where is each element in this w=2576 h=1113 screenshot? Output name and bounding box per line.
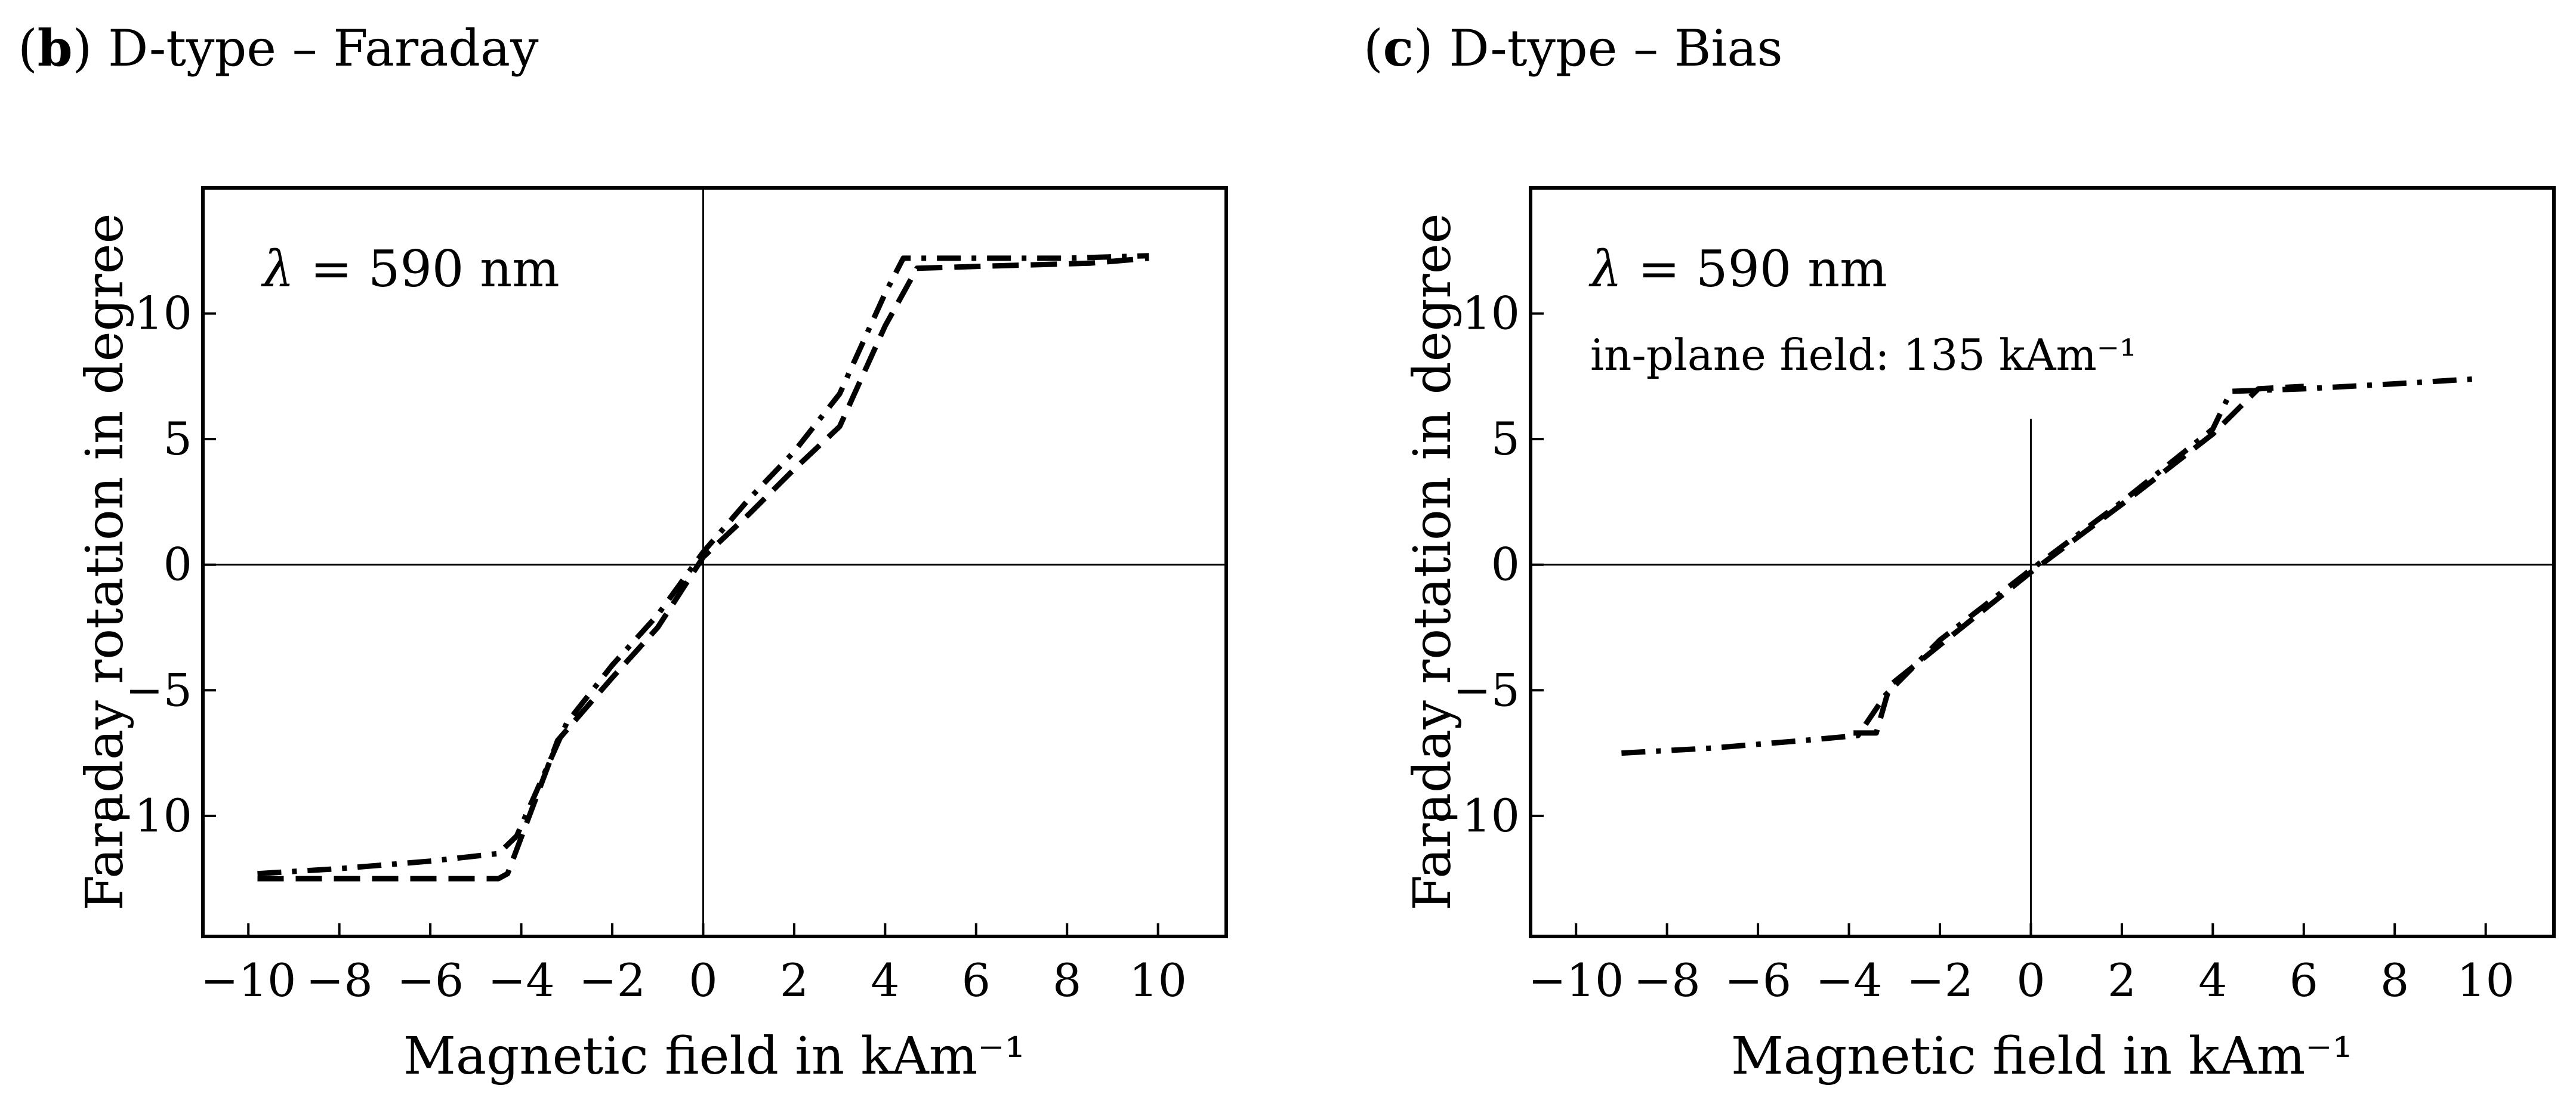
panel-title-b: (b) D-type – Faraday [18, 18, 539, 78]
x-tick-label-b: 2 [780, 954, 809, 1007]
x-tick-label-b: −8 [306, 954, 373, 1007]
lambda-value-c: = 590 nm [1622, 240, 1887, 298]
y-tick-label-c: 0 [1491, 538, 1520, 591]
y-tick-label-c: 5 [1491, 412, 1520, 465]
x-tick-label-c: 10 [2457, 954, 2515, 1007]
x-tick-label-c: 2 [2108, 954, 2136, 1007]
y-tick-label-c: −5 [1453, 663, 1520, 716]
lambda-annotation-c: λ = 590 nm [1588, 240, 1887, 298]
lambda-value-b: = 590 nm [294, 240, 560, 298]
x-tick-label-c: −2 [1906, 954, 1973, 1007]
x-axis-label-b: Magnetic field in kAm⁻¹ [403, 1027, 1025, 1086]
y-tick-label-b: 0 [163, 538, 192, 591]
zero-axes-b [203, 188, 1226, 936]
panel-title-text-b: D-type – Faraday [108, 19, 539, 78]
x-tick-label-c: −10 [1528, 954, 1624, 1007]
lambda-annotation-b: λ = 590 nm [261, 240, 560, 298]
x-tick-label-b: −2 [579, 954, 646, 1007]
y-tick-label-b: 5 [163, 412, 192, 465]
series-line-dashdot-b [257, 253, 1149, 877]
x-tick-label-b: −10 [200, 954, 296, 1007]
plot-frame-b [201, 186, 1228, 938]
x-ticks-c: −10 −8 −6 −4 −2 0 2 4 6 8 10 [1528, 923, 2515, 1007]
series-group-b [257, 253, 1149, 882]
y-ticks-c: −10 −5 0 5 10 [1424, 287, 1544, 842]
series-group-c [1621, 376, 2477, 756]
series-line-dashdot-c [1621, 376, 2477, 756]
x-tick-label-c: −4 [1816, 954, 1883, 1007]
x-tick-label-b: 6 [962, 954, 991, 1007]
y-tick-label-b: 10 [134, 287, 192, 340]
y-axis-label-b: Faraday rotation in degree [75, 213, 135, 910]
y-ticks-b: −10 −5 0 5 10 [97, 287, 216, 842]
y-tick-label-b: −5 [125, 663, 192, 716]
panel-c: (c) D-type – Bias −10 −8 −6 −4 −2 0 2 4 6 8 10 −10… [1363, 18, 2556, 1086]
y-tick-label-b: −10 [97, 789, 192, 842]
inplane-field-annotation-c: in-plane field: 135 kAm⁻¹ [1590, 330, 2137, 380]
x-tick-label-b: 10 [1129, 954, 1187, 1007]
x-tick-label-b: 0 [689, 954, 717, 1007]
y-tick-label-c: −10 [1424, 789, 1520, 842]
x-axis-label-c: Magnetic field in kAm⁻¹ [1731, 1027, 2353, 1086]
x-tick-label-b: 4 [871, 954, 899, 1007]
lambda-symbol-b: λ [261, 240, 294, 298]
plot-frame-c [1529, 186, 2556, 938]
x-tick-label-c: −8 [1634, 954, 1701, 1007]
panel-letter-b: b [38, 18, 73, 78]
y-axis-label-c: Faraday rotation in degree [1403, 213, 1463, 910]
lambda-symbol-c: λ [1588, 240, 1622, 298]
panel-letter-c: c [1383, 18, 1414, 78]
x-tick-label-c: 4 [2198, 954, 2227, 1007]
panel-b: (b) D-type – Faraday −10 −8 −6 −4 −2 0 2 4 6 8 10 … [18, 18, 1228, 1086]
series-line-dashed-b [257, 255, 1149, 882]
x-tick-label-c: 0 [2016, 954, 2045, 1007]
zero-axes-c [1531, 419, 2554, 936]
x-tick-label-b: 8 [1053, 954, 1081, 1007]
x-tick-label-c: −6 [1724, 954, 1791, 1007]
x-tick-label-c: 8 [2380, 954, 2409, 1007]
panel-title-c: (c) D-type – Bias [1363, 18, 1783, 78]
y-tick-label-c: 10 [1462, 287, 1520, 340]
x-tick-label-c: 6 [2290, 954, 2318, 1007]
series-line-dashed-c [1853, 384, 2304, 736]
x-tick-label-b: −6 [397, 954, 464, 1007]
x-tick-label-b: −4 [488, 954, 555, 1007]
panel-title-text-c: D-type – Bias [1449, 19, 1782, 78]
x-ticks-b: −10 −8 −6 −4 −2 0 2 4 6 8 10 [200, 923, 1187, 1007]
